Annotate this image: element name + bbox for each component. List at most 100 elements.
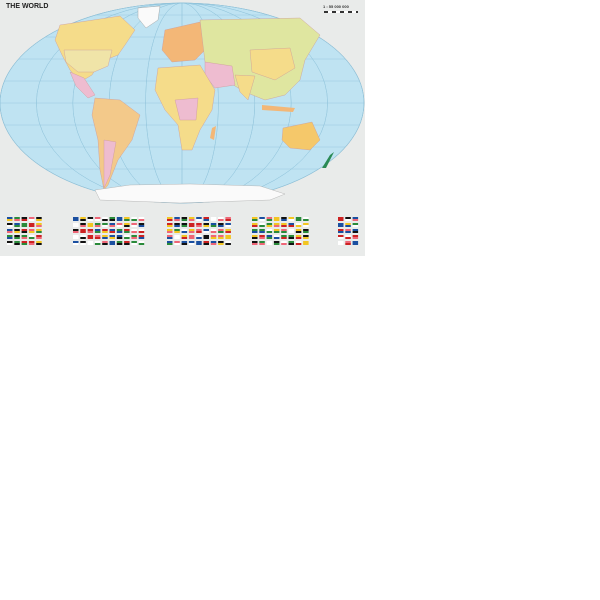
flag-icon	[203, 229, 209, 232]
flag-icon	[188, 217, 195, 220]
flag-icon	[87, 225, 94, 227]
flag-icon	[188, 243, 195, 245]
flag-icon	[80, 219, 86, 221]
flag-icon	[266, 225, 273, 227]
flag-icon	[28, 237, 35, 239]
flag-icon	[218, 243, 224, 245]
flag-icon	[303, 217, 309, 220]
flag-icon	[203, 243, 209, 245]
flag-icon	[295, 219, 302, 221]
flag-icon	[196, 229, 202, 232]
flag-icon	[273, 223, 280, 226]
flag-icon	[14, 219, 20, 221]
flag-icon	[210, 219, 217, 221]
flag-icon	[266, 243, 273, 245]
flag-icon	[124, 243, 130, 245]
china	[249, 47, 296, 81]
flag-icon	[345, 243, 351, 245]
flag-icon	[273, 219, 280, 221]
flag-icon	[109, 219, 115, 221]
flag-icon	[87, 229, 94, 232]
scale-bar	[324, 11, 358, 13]
flag-icon	[288, 219, 294, 221]
flag-icon	[252, 235, 258, 238]
flag-icon	[352, 223, 359, 226]
flag-icon	[116, 237, 123, 239]
flag-icon	[345, 229, 351, 232]
flag-icon	[181, 229, 188, 232]
flag-icon	[181, 231, 188, 233]
world-map	[0, 2, 365, 245]
flag-icon	[124, 229, 130, 232]
flag-icon	[252, 237, 258, 239]
flag-icon	[94, 235, 101, 238]
flag-icon	[138, 219, 145, 221]
flag-icon	[281, 225, 287, 227]
flag-icon	[102, 243, 108, 245]
flag-icon	[345, 219, 351, 221]
flag-icon	[188, 237, 195, 239]
flag-icon	[210, 231, 217, 233]
flag-icon	[273, 235, 280, 238]
flag-icon	[116, 229, 123, 232]
flag-icon	[352, 231, 359, 233]
flag-icon	[218, 219, 224, 221]
middle-east	[204, 61, 236, 89]
flag-icon	[124, 231, 130, 233]
flag-icon	[281, 217, 287, 220]
flag-icon	[281, 229, 287, 232]
flag-icon	[28, 217, 35, 220]
flag-icon	[259, 219, 265, 221]
flag-icon	[36, 237, 42, 239]
flag-icon	[181, 241, 188, 244]
flag-icon	[266, 219, 273, 221]
flag-icon	[131, 243, 137, 245]
flag-icon	[94, 229, 101, 232]
flag-icon	[138, 231, 145, 233]
flag-icon	[338, 229, 344, 232]
flag-icon	[273, 229, 280, 232]
flag-icon	[203, 225, 209, 227]
flag-icon	[295, 217, 302, 220]
flag-icon	[87, 217, 94, 220]
flag-icon	[28, 235, 35, 238]
flag-icon	[124, 225, 130, 227]
flag-icon	[181, 235, 188, 238]
flag-icon	[167, 231, 173, 233]
flag-icon	[218, 241, 224, 244]
world-map-poster: THE WORLD 1 : 55 000 000	[0, 0, 365, 256]
flag-icon	[131, 235, 137, 238]
flag-icon	[259, 243, 265, 245]
flag-icon	[259, 225, 265, 227]
flag-icon	[36, 229, 42, 232]
flag-icon	[218, 231, 224, 233]
flag-icon	[281, 241, 287, 244]
flag-icon	[138, 243, 145, 245]
flag-icon	[7, 225, 13, 227]
flag-icon	[295, 231, 302, 233]
flag-icon	[288, 225, 294, 227]
flag-icon	[273, 217, 280, 220]
flag-icon	[21, 229, 28, 232]
flag-icon	[295, 241, 302, 244]
flag-icon	[21, 235, 28, 238]
flag-icon	[102, 223, 108, 226]
flag-icon	[109, 225, 115, 227]
flag-icon	[167, 237, 173, 239]
flag-icon	[167, 225, 173, 227]
flag-icon	[21, 237, 28, 239]
flag-icon	[80, 225, 86, 227]
flag-icon	[21, 225, 28, 227]
flag-icon	[203, 231, 209, 233]
flag-icon	[196, 243, 202, 245]
flag-icon	[80, 229, 86, 232]
flag-icon	[288, 243, 294, 245]
flag-icon	[167, 235, 173, 238]
flag-icon	[188, 225, 195, 227]
flag-icon	[7, 235, 13, 238]
flag-icon	[73, 229, 79, 232]
flag-icon	[288, 237, 294, 239]
flag-icon	[138, 229, 145, 232]
flag-icon	[124, 237, 130, 239]
flag-icon	[281, 231, 287, 233]
